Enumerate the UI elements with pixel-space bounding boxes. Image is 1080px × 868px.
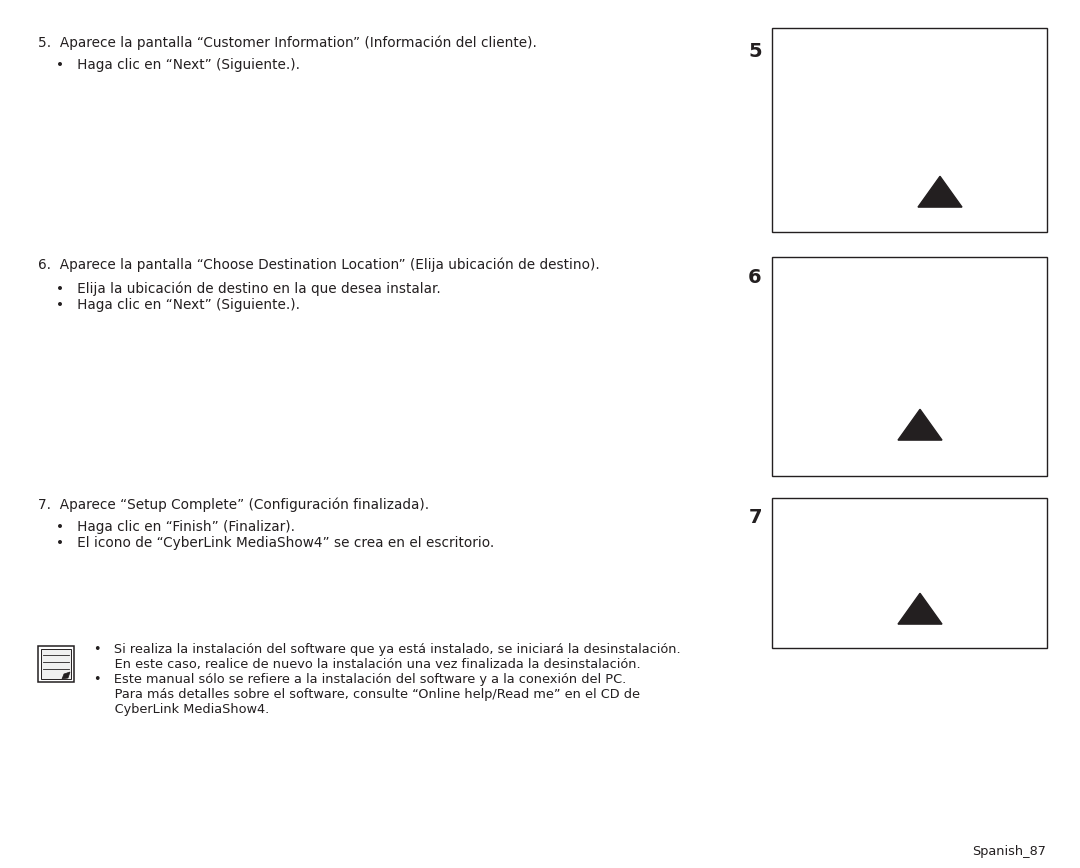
Text: En este caso, realice de nuevo la instalación una vez finalizada la desinstalaci: En este caso, realice de nuevo la instal… [94, 658, 640, 671]
Polygon shape [62, 672, 70, 679]
FancyBboxPatch shape [38, 646, 75, 682]
Text: Para más detalles sobre el software, consulte “Online help/Read me” en el CD de: Para más detalles sobre el software, con… [94, 688, 640, 701]
Text: •   Si realiza la instalación del software que ya está instalado, se iniciará la: • Si realiza la instalación del software… [94, 643, 680, 656]
Polygon shape [918, 176, 962, 207]
Polygon shape [897, 410, 942, 440]
Text: •   El icono de “CyberLink MediaShow4” se crea en el escritorio.: • El icono de “CyberLink MediaShow4” se … [56, 536, 495, 550]
Text: 6.  Aparece la pantalla “Choose Destination Location” (Elija ubicación de destin: 6. Aparece la pantalla “Choose Destinati… [38, 258, 599, 273]
Text: 7.  Aparece “Setup Complete” (Configuración finalizada).: 7. Aparece “Setup Complete” (Configuraci… [38, 498, 429, 512]
FancyBboxPatch shape [772, 28, 1047, 232]
Text: •   Haga clic en “Finish” (Finalizar).: • Haga clic en “Finish” (Finalizar). [56, 520, 295, 534]
Text: 6: 6 [748, 268, 761, 287]
FancyBboxPatch shape [41, 649, 71, 679]
Text: 7: 7 [748, 508, 761, 527]
FancyBboxPatch shape [772, 257, 1047, 476]
Text: 5.  Aparece la pantalla “Customer Information” (Información del cliente).: 5. Aparece la pantalla “Customer Informa… [38, 35, 537, 49]
Text: •   Haga clic en “Next” (Siguiente.).: • Haga clic en “Next” (Siguiente.). [56, 298, 300, 312]
Text: •   Haga clic en “Next” (Siguiente.).: • Haga clic en “Next” (Siguiente.). [56, 58, 300, 72]
Text: 5: 5 [748, 42, 761, 61]
Text: CyberLink MediaShow4.: CyberLink MediaShow4. [94, 703, 269, 716]
Polygon shape [897, 594, 942, 624]
FancyBboxPatch shape [772, 498, 1047, 648]
Text: Spanish_87: Spanish_87 [972, 845, 1047, 858]
Text: •   Este manual sólo se refiere a la instalación del software y a la conexión de: • Este manual sólo se refiere a la insta… [94, 673, 626, 686]
Text: •   Elija la ubicación de destino en la que desea instalar.: • Elija la ubicación de destino en la qu… [56, 282, 441, 297]
